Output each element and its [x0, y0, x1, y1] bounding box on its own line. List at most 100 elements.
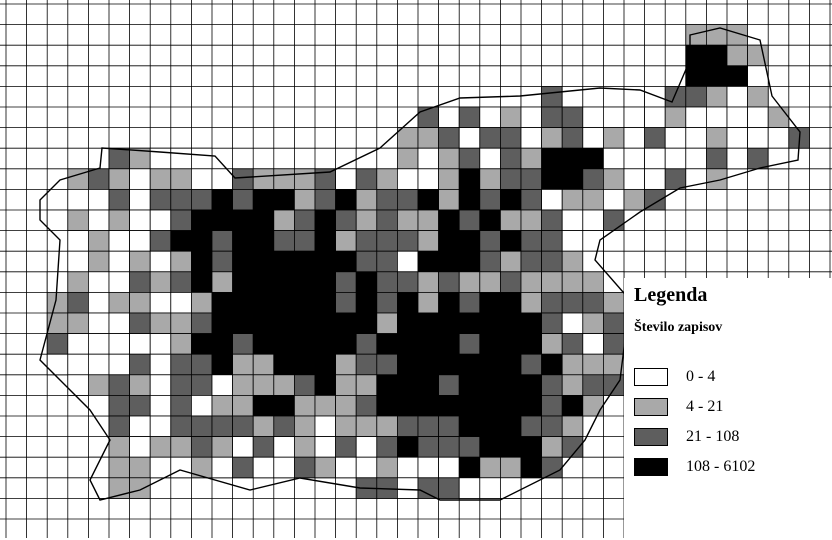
map-cell — [479, 291, 501, 314]
map-cell — [335, 188, 357, 211]
map-cell — [211, 291, 234, 314]
map-cell — [603, 209, 625, 232]
map-cell — [603, 291, 625, 314]
map-cell — [582, 312, 604, 335]
map-cell — [417, 230, 440, 252]
map-cell — [685, 24, 707, 46]
map-cell — [108, 394, 131, 417]
map-cell — [479, 127, 501, 149]
map-cell — [355, 188, 378, 211]
map-cell — [293, 436, 316, 458]
map-cell — [293, 394, 316, 417]
map-cell — [479, 477, 501, 499]
map-cell — [129, 456, 151, 479]
map-cell — [170, 436, 192, 458]
map-cell — [67, 230, 89, 252]
map-cell — [458, 127, 481, 149]
map-cell — [541, 312, 563, 335]
map-cell — [417, 209, 440, 232]
map-cell — [726, 147, 749, 170]
map-cell — [46, 209, 69, 232]
map-cell — [417, 436, 440, 458]
map-cell — [396, 415, 419, 438]
map-cell — [644, 86, 666, 108]
map-cell — [499, 127, 522, 149]
map-cell — [479, 147, 501, 170]
map-cell — [273, 374, 295, 396]
map-cell — [190, 168, 213, 190]
map-cell — [561, 291, 584, 314]
map-cell — [499, 250, 522, 273]
map-cell — [355, 291, 378, 314]
map-cell — [293, 291, 316, 314]
map-cell — [170, 168, 192, 190]
map-cell — [541, 353, 563, 376]
map-cell — [170, 230, 192, 252]
legend-title: Legenda — [634, 284, 708, 306]
map-cell — [314, 353, 337, 376]
map-cell — [232, 271, 254, 293]
map-cell — [129, 477, 151, 499]
map-cell — [149, 271, 172, 293]
map-cell — [376, 230, 398, 252]
map-cell — [211, 374, 234, 396]
map-cell — [561, 374, 584, 396]
map-cell — [170, 353, 192, 376]
map-cell — [582, 291, 604, 314]
map-cell — [417, 250, 440, 273]
map-cell — [293, 312, 316, 335]
map-cell — [252, 374, 275, 396]
map-cell — [561, 127, 584, 149]
map-cell — [520, 106, 543, 129]
map-cell — [541, 168, 563, 190]
map-cell — [479, 312, 501, 335]
map-cell — [438, 271, 460, 293]
map-cell — [190, 230, 213, 252]
map-cell — [438, 415, 460, 438]
map-cell — [108, 312, 131, 335]
legend-swatch-3 — [634, 458, 668, 476]
map-cell — [417, 456, 440, 479]
map-cell — [170, 415, 192, 438]
map-cell — [726, 106, 749, 129]
map-cell — [149, 312, 172, 335]
map-cell — [232, 456, 254, 479]
map-cell — [190, 394, 213, 417]
map-cell — [355, 312, 378, 335]
map-cell — [129, 394, 151, 417]
map-cell — [499, 436, 522, 458]
map-cell — [335, 230, 357, 252]
map-cell — [396, 271, 419, 293]
map-cell — [582, 333, 604, 355]
map-cell — [582, 106, 604, 129]
legend: Legenda Število zapisov 0 - 4 4 - 21 21 … — [624, 278, 832, 540]
map-cell — [232, 415, 254, 438]
map-cell — [376, 271, 398, 293]
map-cell — [396, 291, 419, 314]
map-cell — [211, 394, 234, 417]
map-cell — [273, 415, 295, 438]
map-cell — [108, 250, 131, 273]
map-cell — [314, 250, 337, 273]
map-cell — [479, 230, 501, 252]
map-cell — [88, 250, 110, 273]
map-cell — [520, 209, 543, 232]
map-cell — [685, 65, 707, 87]
map-cell — [438, 374, 460, 396]
map-cell — [355, 209, 378, 232]
map-cell — [129, 353, 151, 376]
map-cell — [623, 188, 646, 211]
map-cell — [252, 271, 275, 293]
legend-label-3: 108 - 6102 — [686, 458, 756, 475]
map-cell — [273, 333, 295, 355]
map-cell — [376, 353, 398, 376]
map-cell — [273, 456, 295, 479]
map-cell — [396, 436, 419, 458]
map-cell — [520, 436, 543, 458]
map-cell — [603, 312, 625, 335]
map-cell — [149, 168, 172, 190]
map-cell — [293, 333, 316, 355]
map-cell — [458, 333, 481, 355]
map-cell — [211, 436, 234, 458]
map-cell — [355, 230, 378, 252]
